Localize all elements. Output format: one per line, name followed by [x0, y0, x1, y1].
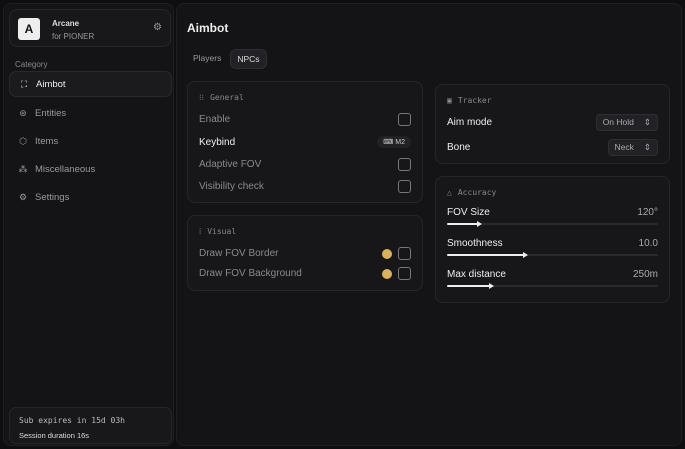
gear-icon[interactable]: ⚙	[153, 22, 162, 33]
slider-track[interactable]	[447, 221, 658, 227]
select-icon: ⇕	[643, 142, 651, 152]
sidebar-item-label: Settings	[35, 191, 70, 203]
sidebar-item-items[interactable]: ⬡ Items	[9, 128, 172, 154]
cube-icon: ⬡	[19, 135, 27, 146]
sidebar-item-entities[interactable]: ⊛ Entities	[9, 100, 172, 126]
keybind-label: Keybind	[199, 136, 236, 148]
slider-track[interactable]	[447, 252, 658, 258]
slider-value: 250m	[632, 269, 658, 280]
sub-expiry: Sub expires in 15d 03h	[19, 416, 125, 425]
accuracy-card: △ Accuracy FOV Size 120° Smoothness 10.0 Ma…	[435, 176, 670, 303]
adaptive-fov-label: Adaptive FOV	[199, 159, 262, 170]
fov-border-checkbox[interactable]	[398, 247, 411, 260]
border-color-swatch[interactable]	[382, 248, 392, 259]
visibility-check-label: Visibility check	[199, 181, 264, 192]
fov-background-checkbox[interactable]	[398, 267, 411, 280]
slider-fill[interactable]	[447, 252, 529, 258]
crosshair-icon: ⛶	[20, 78, 28, 89]
sidebar-item-label: Miscellaneous	[35, 163, 96, 175]
slider-value: 10.0	[638, 238, 658, 249]
enable-checkbox[interactable]	[398, 113, 411, 126]
fov-border-label: Draw FOV Border	[199, 248, 279, 259]
bone-select[interactable]: Neck ⇕	[607, 139, 658, 156]
slider-row: FOV Size 120°	[447, 207, 658, 218]
misc-icon: ⁂	[18, 163, 28, 174]
bone-value: Neck	[614, 142, 634, 152]
tab-npcs[interactable]: NPCs	[230, 49, 267, 69]
keybind-value: M2	[395, 139, 405, 146]
slider-value: 120°	[637, 207, 658, 218]
entities-icon: ⊛	[19, 107, 27, 118]
general-card: ⁝⁝ General Enable Keybind ⌨ M2 Adaptive FO…	[187, 81, 423, 203]
aim-mode-label: Aim mode	[447, 117, 493, 128]
bone-label: Bone	[447, 142, 471, 153]
card-title: Visual	[207, 227, 237, 236]
brand-card: A Arcane for PIONER ⚙	[9, 9, 171, 47]
card-title: Tracker	[457, 96, 492, 105]
background-color-swatch[interactable]	[382, 268, 392, 279]
aim-mode-value: On Hold	[602, 117, 634, 127]
card-title: Accuracy	[457, 188, 497, 197]
app-logo: A	[18, 18, 40, 40]
visibility-check-checkbox[interactable]	[398, 180, 411, 193]
slider-label: Max distance	[447, 269, 506, 280]
sidebar-item-label: Aimbot	[36, 78, 66, 90]
sidebar: A Arcane for PIONER ⚙ Category ⛶ Aimbot ⊛…	[3, 3, 174, 446]
aim-mode-select[interactable]: On Hold ⇕	[595, 114, 658, 131]
session-duration: Session duration 16s	[19, 431, 90, 440]
page-title: Aimbot	[187, 21, 229, 35]
select-icon: ⇕	[643, 117, 651, 127]
slider-row: Smoothness 10.0	[447, 238, 658, 249]
sidebar-item-settings[interactable]: ⚙ Settings	[9, 184, 172, 210]
sidebar-item-label: Items	[35, 135, 59, 147]
sidebar-item-aimbot[interactable]: ⛶ Aimbot	[9, 71, 172, 97]
slider-row: Max distance 250m	[447, 269, 658, 280]
enable-label: Enable	[199, 114, 231, 125]
tracker-icon: ▣	[447, 96, 452, 105]
card-title: General	[210, 93, 244, 102]
sidebar-item-label: Entities	[35, 107, 67, 119]
slider-label: FOV Size	[447, 207, 490, 218]
keyboard-icon: ⌨	[383, 139, 396, 146]
sidebar-item-miscellaneous[interactable]: ⁂ Miscellaneous	[9, 156, 172, 182]
tracker-card: ▣ Tracker Aim mode On Hold ⇕ Bone Neck ⇕	[435, 84, 670, 164]
visual-icon: ⁞	[199, 227, 202, 236]
fov-background-label: Draw FOV Background	[199, 268, 302, 279]
category-label: Category	[15, 60, 48, 69]
gear-icon: ⚙	[18, 191, 28, 202]
tab-players[interactable]: Players	[193, 53, 222, 63]
app-name: Arcane	[52, 19, 80, 28]
main-panel: Aimbot Players NPCs ⁝⁝ General Enable Key…	[176, 3, 682, 446]
subscription-card: Sub expires in 15d 03h Session duration …	[9, 407, 172, 444]
keybind-button[interactable]: ⌨ M2	[377, 136, 411, 148]
slider-label: Smoothness	[447, 238, 503, 249]
slider-fill[interactable]	[447, 221, 482, 227]
app-subtitle: for PIONER	[52, 32, 95, 41]
adaptive-fov-checkbox[interactable]	[398, 158, 411, 171]
slider-track[interactable]	[447, 283, 658, 289]
visual-card: ⁞ Visual Draw FOV Border Draw FOV Backgro…	[187, 215, 423, 291]
slider-fill[interactable]	[447, 283, 495, 289]
sliders-icon: ⁝⁝	[199, 93, 205, 102]
triangle-icon: △	[447, 188, 452, 197]
